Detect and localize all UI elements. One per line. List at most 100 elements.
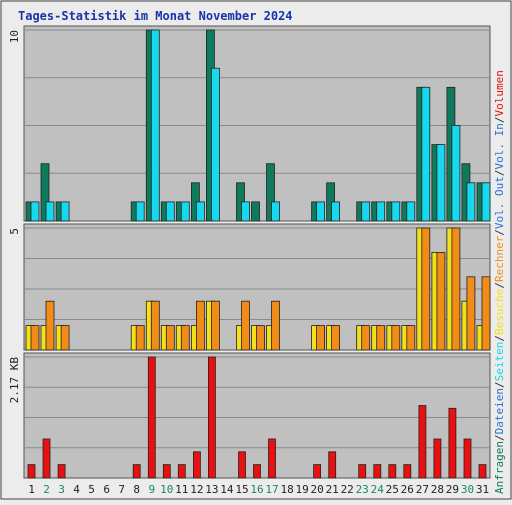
x-tick-label-day-31: 31 — [476, 483, 489, 496]
x-tick-label-day-21: 21 — [326, 483, 339, 496]
bar-dateien-day-13 — [210, 67, 220, 222]
x-tick-label-day-11: 11 — [175, 483, 188, 496]
x-tick-label-day-17: 17 — [265, 483, 278, 496]
x-tick-label-day-22: 22 — [341, 483, 354, 496]
x-tick-label-day-23: 23 — [356, 483, 369, 496]
bar-rechner-day-17 — [271, 300, 280, 351]
bar-rechner-day-2 — [45, 300, 55, 351]
x-tick-label-day-19: 19 — [295, 483, 308, 496]
legend-separator: / — [493, 434, 506, 441]
y-max-label: 5 — [8, 228, 21, 235]
panel-volume: 2.17 KB — [8, 352, 491, 479]
y-max-label: 10 — [8, 30, 21, 43]
bar-dateien-day-31 — [481, 182, 491, 222]
bar-volumen-day-30 — [463, 438, 472, 479]
x-tick-label-day-12: 12 — [190, 483, 203, 496]
legend-item-volumen: Volumen — [493, 70, 506, 116]
bar-rechner-day-20 — [316, 325, 326, 351]
bar-rechner-day-25 — [391, 325, 401, 351]
bar-volumen-day-3 — [57, 464, 66, 479]
bar-volumen-day-29 — [448, 407, 457, 479]
bar-dateien-day-28 — [436, 144, 446, 222]
bar-dateien-day-29 — [451, 125, 461, 222]
legend-separator: / — [493, 282, 506, 289]
bar-rechner-day-31 — [481, 276, 491, 351]
bar-dateien-day-20 — [316, 201, 326, 222]
bar-volumen-day-31 — [478, 464, 487, 479]
bar-dateien-day-17 — [271, 201, 280, 222]
legend: Anfragen/Dateien/Seiten/Besuche/Rechner/… — [493, 70, 506, 494]
bar-dateien-day-2 — [45, 201, 55, 222]
bar-volumen-day-15 — [238, 451, 246, 479]
bar-volumen-day-9 — [147, 356, 156, 479]
bar-rechner-day-24 — [376, 325, 386, 351]
legend-item-seiten: Seiten — [493, 342, 506, 382]
x-tick-label-day-30: 30 — [461, 483, 474, 496]
bar-dateien-day-12 — [195, 201, 205, 222]
bar-rechner-day-3 — [60, 325, 70, 351]
x-tick-label-day-27: 27 — [416, 483, 429, 496]
legend-separator: / — [493, 229, 506, 236]
legend-separator: / — [493, 169, 506, 176]
bar-volumen-day-12 — [192, 451, 201, 479]
x-tick-label-day-14: 14 — [220, 483, 234, 496]
x-tick-label-day-3: 3 — [58, 483, 65, 496]
chart-title: Tages-Statistik im Monat November 2024 — [18, 9, 293, 23]
x-tick-label-day-4: 4 — [73, 483, 80, 496]
bar-rechner-day-10 — [165, 325, 175, 351]
bar-rechner-day-29 — [451, 227, 461, 351]
legend-item-besuche: Besuche — [493, 289, 506, 335]
x-tick-label-day-7: 7 — [118, 483, 125, 496]
bar-rechner-day-1 — [30, 325, 40, 351]
x-tick-label-day-16: 16 — [250, 483, 263, 496]
bar-volumen-day-28 — [433, 438, 442, 479]
bar-rechner-day-11 — [180, 325, 190, 351]
bar-dateien-day-11 — [180, 201, 190, 222]
bar-rechner-day-16 — [256, 325, 265, 351]
bar-rechner-day-23 — [361, 325, 371, 351]
bar-rechner-day-15 — [241, 300, 250, 351]
panel-visits-hosts: 5 — [8, 223, 491, 351]
bar-volumen-day-1 — [27, 464, 36, 479]
x-tick-label-day-9: 9 — [148, 483, 155, 496]
bar-volumen-day-16 — [253, 464, 261, 479]
x-tick-label-day-1: 1 — [28, 483, 35, 496]
bar-dateien-day-8 — [135, 201, 145, 222]
bar-volumen-day-11 — [177, 464, 186, 479]
bar-volumen-day-10 — [162, 464, 171, 479]
bar-dateien-day-15 — [241, 201, 250, 222]
bar-dateien-day-1 — [30, 201, 40, 222]
panel-background — [23, 25, 491, 222]
bar-volumen-day-21 — [328, 451, 337, 479]
x-tick-label-day-18: 18 — [280, 483, 293, 496]
bar-dateien-day-23 — [361, 201, 371, 222]
bar-anfragen-day-2 — [40, 163, 50, 222]
bar-dateien-day-27 — [421, 86, 431, 222]
bar-volumen-day-13 — [207, 356, 216, 479]
bar-dateien-day-21 — [331, 201, 341, 222]
bar-volumen-day-17 — [268, 438, 276, 479]
legend-item-vol-out: Vol. Out — [493, 176, 506, 229]
bar-volumen-day-26 — [403, 464, 412, 479]
bar-rechner-day-21 — [331, 325, 341, 351]
bar-rechner-day-30 — [466, 276, 476, 351]
bar-volumen-day-20 — [313, 464, 322, 479]
x-tick-label-day-28: 28 — [431, 483, 444, 496]
panel-requests-files: 10 — [8, 25, 491, 222]
x-tick-label-day-24: 24 — [371, 483, 385, 496]
bar-anfragen-day-17 — [266, 163, 275, 222]
legend-separator: / — [493, 381, 506, 388]
x-tick-label-day-26: 26 — [401, 483, 414, 496]
bar-rechner-day-13 — [210, 300, 220, 351]
panel-background — [23, 352, 491, 479]
legend-separator: / — [493, 116, 506, 123]
legend-item-anfragen: Anfragen — [493, 441, 506, 494]
legend-item-dateien: Dateien — [493, 388, 506, 434]
bar-dateien-day-9 — [150, 29, 160, 222]
bar-volumen-day-23 — [358, 464, 367, 479]
bar-volumen-day-24 — [373, 464, 382, 479]
x-tick-label-day-5: 5 — [88, 483, 95, 496]
bar-rechner-day-12 — [195, 300, 205, 351]
